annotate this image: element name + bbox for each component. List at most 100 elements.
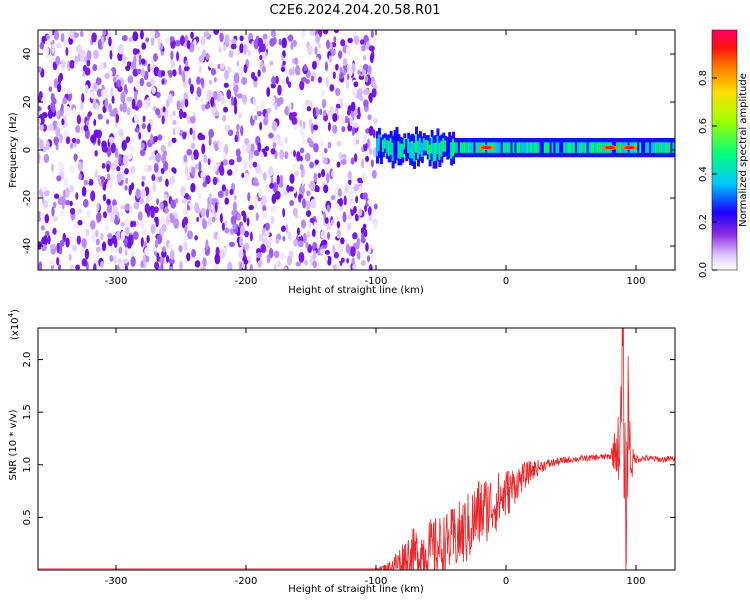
heatmap-noise-cell <box>361 43 366 52</box>
heatmap-noise-cell <box>332 264 338 270</box>
heatmap-noise-cell <box>301 132 305 139</box>
heatmap-band-inner <box>514 142 518 153</box>
heatmap-noise-cell <box>363 63 369 71</box>
heatmap-noise-cell <box>220 95 225 105</box>
heatmap-noise-cell <box>108 136 115 144</box>
colorbar-ticks: 0.0 0.2 0.4 0.6 0.8 <box>698 70 717 278</box>
heatmap-noise-cell <box>202 217 206 227</box>
heatmap-noise-cell <box>299 147 305 154</box>
heatmap-noise-cell <box>153 206 159 214</box>
heatmap-noise-cell <box>196 86 202 98</box>
heatmap-noise-cell <box>274 104 278 110</box>
heatmap-noise-cell <box>243 259 249 265</box>
heatmap-noise-cell <box>364 75 369 83</box>
heatmap-noise-cell <box>234 104 238 115</box>
heatmap-band-inner <box>549 142 553 153</box>
heatmap-noise-cell <box>40 243 47 252</box>
heatmap-band-inner <box>594 142 598 153</box>
heatmap-noise-cell <box>124 225 130 235</box>
heatmap-noise-cell <box>227 261 233 270</box>
colorbar-gradient <box>711 29 738 271</box>
heatmap-noise-cell <box>317 42 321 49</box>
heatmap-noise-cell <box>182 131 187 140</box>
heatmap-noise-cell <box>134 91 138 101</box>
heatmap-band-inner <box>619 142 623 153</box>
heatmap-noise-cell <box>164 36 170 45</box>
heatmap-noise-cell <box>345 243 350 254</box>
heatmap-noise-cell <box>183 216 189 226</box>
heatmap-noise-cell <box>69 166 75 173</box>
heatmap-noise-cell <box>340 39 346 47</box>
heatmap-noise-cell <box>363 99 369 108</box>
heatmap-noise-cell <box>186 148 193 156</box>
heatmap-noise-cell <box>292 66 295 76</box>
heatmap-noise-cell <box>221 222 225 231</box>
heatmap-band-inner <box>586 142 590 153</box>
heatmap-noise-cell <box>76 138 81 145</box>
heatmap-noise-cell <box>263 116 269 126</box>
heatmap-noise-cell <box>138 54 142 66</box>
heatmap-noise-cell <box>134 127 140 133</box>
heatmap-noise-cell <box>77 219 83 226</box>
heatmap-noise-cell <box>125 136 131 144</box>
heatmap-band-inner <box>582 142 586 153</box>
heatmap-noise-cell <box>144 203 151 214</box>
heatmap-noise-cell <box>219 32 224 43</box>
heatmap-noise-cell <box>174 198 179 204</box>
heatmap-noise-cell <box>323 147 328 154</box>
heatmap-noise-cell <box>143 84 147 93</box>
heatmap-ylabel: Frequency (Hz) <box>8 112 19 188</box>
heatmap-noise-cell <box>151 86 157 94</box>
heatmap-noise-cell <box>102 30 107 36</box>
heatmap-peak-core <box>605 146 615 150</box>
snr-frame <box>37 327 676 571</box>
heatmap-noise-cell <box>200 35 206 47</box>
heatmap-band-inner <box>572 142 576 153</box>
heatmap-noise-cell <box>240 125 244 136</box>
heatmap-noise-cell <box>351 86 358 98</box>
heatmap-noise-cell <box>58 133 64 144</box>
heatmap-noise-cell <box>254 198 258 209</box>
heatmap-noise-cell <box>296 227 300 236</box>
colorbar-label: Normalized spectral amplitude <box>738 73 749 227</box>
heatmap-noise-cell <box>164 206 169 215</box>
heatmap-noise-cell <box>135 48 140 54</box>
heatmap-noise-cell <box>286 255 293 266</box>
heatmap-noise-cell <box>109 246 116 253</box>
heatmap-noise-cell <box>109 109 116 117</box>
heatmap-noise-cell <box>263 151 268 158</box>
heatmap-noise-cell <box>346 63 350 75</box>
heatmap-noise-cell <box>274 190 281 200</box>
heatmap-noise-cell <box>123 168 129 175</box>
snr-series-line <box>38 328 675 570</box>
heatmap-noise-cell <box>293 238 298 247</box>
heatmap-noise-cell <box>272 141 277 149</box>
heatmap-band-inner <box>518 142 522 153</box>
heatmap-noise-cell <box>321 98 327 109</box>
heatmap-noise-cell <box>273 250 280 259</box>
heatmap-noise-cell <box>181 208 186 215</box>
heatmap-noise-cell <box>200 170 206 178</box>
heatmap-noise-cell <box>135 221 140 227</box>
heatmap-noise-cell <box>106 180 113 189</box>
heatmap-noise-cell <box>190 182 196 193</box>
heatmap-band-inner <box>467 142 471 153</box>
heatmap-noise-cell <box>238 112 242 119</box>
heatmap-noise-cell <box>323 254 329 263</box>
svg-text:(x104): (x104) <box>7 309 21 340</box>
heatmap-noise-cell <box>116 172 123 183</box>
heatmap-noise-cell <box>319 108 323 116</box>
heatmap-noise-cell <box>75 264 81 270</box>
heatmap-noise-cell <box>104 97 109 109</box>
heatmap-band-inner <box>598 142 602 153</box>
heatmap-band-inner <box>662 142 666 153</box>
heatmap-noise-cell <box>370 159 374 168</box>
heatmap-band-inner <box>567 142 571 153</box>
heatmap-noise-cell <box>114 247 118 253</box>
heatmap-noise-cell <box>222 115 227 122</box>
heatmap-noise-cell <box>294 57 299 66</box>
heatmap-noise-cell <box>213 76 217 83</box>
heatmap-noise-cell <box>302 139 308 145</box>
heatmap-noise-cell <box>254 115 258 121</box>
heatmap-band-inner <box>422 138 426 151</box>
